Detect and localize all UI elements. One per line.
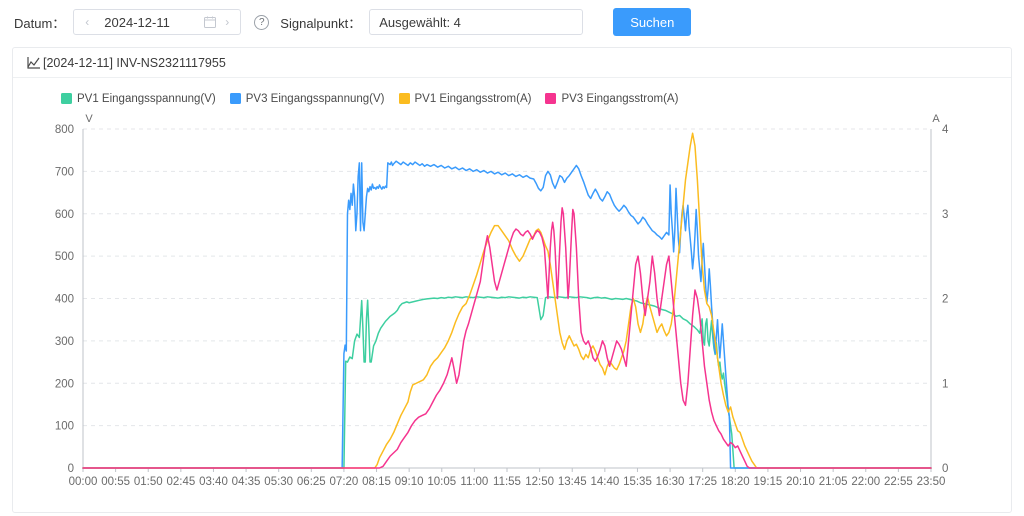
x-axis-tick-label: 06:25 [297, 476, 326, 488]
calendar-icon [204, 16, 217, 28]
x-axis-tick-label: 09:10 [395, 476, 424, 488]
date-input[interactable]: 2024-12-11 [104, 14, 170, 30]
x-axis-tick-label: 04:35 [232, 476, 261, 488]
y-axis-tick-label: 0 [68, 463, 74, 475]
x-axis-tick-label: 14:40 [590, 476, 619, 488]
legend-item-pv1-voltage[interactable]: PV1 Eingangsspannung(V) [61, 93, 216, 105]
x-axis-tick-label: 07:20 [330, 476, 359, 488]
line-chart-icon [27, 56, 41, 69]
y2-axis-tick-label: 2 [942, 294, 948, 306]
y-axis-tick-label: 300 [55, 336, 74, 348]
series-line-pv3-eingangsspannung-v[interactable] [82, 160, 932, 469]
legend-item-pv3-voltage[interactable]: PV3 Eingangsspannung(V) [229, 92, 385, 105]
x-axis-tick-label: 23:50 [917, 476, 946, 488]
y-axis-tick-label: 600 [55, 209, 74, 221]
x-axis-tick-label: 22:55 [884, 476, 913, 488]
x-axis-tick-label: 18:20 [721, 476, 750, 488]
legend-swatch [61, 93, 72, 104]
date-label: Datum： [14, 15, 66, 31]
next-day-button[interactable]: › [225, 15, 230, 29]
y2-axis-tick-label: 4 [942, 124, 949, 136]
legend-label: PV1 Eingangsstrom(A) [414, 92, 532, 105]
x-axis-tick-label: 13:45 [558, 476, 587, 488]
signal-point-select[interactable]: Ausgewählt: 4 [369, 9, 584, 35]
x-axis-tick-label: 20:10 [786, 476, 815, 488]
legend-swatch [229, 93, 241, 104]
y-axis-tick-label: 500 [55, 251, 74, 263]
date-picker[interactable]: ‹ 2024-12-11 › [73, 9, 242, 35]
legend-item-pv3-current[interactable]: PV3 Eingangsstrom(A) [545, 93, 678, 105]
x-axis-tick-label: 11:55 [493, 476, 521, 488]
search-button[interactable]: Suchen [613, 8, 692, 36]
series-line-pv1-eingangsspannung-v[interactable] [82, 296, 932, 469]
x-axis-tick-label: 08:15 [362, 476, 391, 488]
chart-svg: V A 0 100 200 300 400 500 600 700 800 0 1 2 3 4 00:00 00:… [55, 113, 949, 488]
legend-label: PV3 Eingangsstrom(A) [561, 92, 679, 105]
x-axis-tick-label: 00:55 [101, 476, 130, 488]
x-axis-tick-label: 22:00 [851, 476, 880, 488]
x-axis-tick-label: 21:05 [819, 476, 848, 488]
y-axis-tick-label: 400 [55, 294, 74, 306]
y-axis-tick-label: 800 [55, 124, 74, 136]
y-axis-unit-label: V [85, 113, 93, 125]
y2-axis-tick-label: 0 [942, 463, 948, 475]
chart-card: [2024-12-11] INV-NS2321117955 PV1 Eingan… [12, 47, 1012, 513]
prev-day-button[interactable]: ‹ [85, 15, 90, 29]
chart-plot-area[interactable]: V A 0 100 200 300 400 500 600 700 800 0 1 2 3 4 00:00 00:… [13, 108, 1011, 503]
legend-swatch [545, 93, 557, 104]
legend-label: PV3 Eingangsspannung(V) [245, 92, 385, 105]
x-axis-tick-label: 15:35 [623, 476, 652, 488]
legend-label: PV1 Eingangsspannung(V) [77, 92, 216, 105]
x-axis-tick-label: 03:40 [199, 476, 228, 488]
chart-legend: PV1 Eingangsspannung(V) PV3 Eingangsspan… [13, 78, 1011, 108]
chart-card-header: [2024-12-11] INV-NS2321117955 [13, 48, 1011, 78]
legend-swatch [398, 93, 410, 104]
x-axis-tick-label: 05:30 [264, 476, 293, 488]
x-axis-tick-label: 02:45 [166, 476, 195, 488]
legend-item-pv1-current[interactable]: PV1 Eingangsstrom(A) [398, 92, 532, 105]
y-axis-tick-label: 700 [55, 166, 74, 178]
y-axis-tick-label: 100 [55, 421, 74, 433]
x-axis-tick-label: 12:50 [525, 476, 554, 488]
chart-title: [2024-12-11] INV-NS2321117955 [43, 55, 226, 70]
y2-axis-unit-label: A [932, 113, 940, 125]
y2-axis-tick-label: 3 [942, 209, 948, 221]
series-line-pv1-eingangsstrom-a[interactable] [82, 132, 932, 469]
y2-axis-tick-label: 1 [942, 378, 948, 390]
series-line-pv3-eingangsstrom-a[interactable] [82, 207, 932, 469]
x-axis-tick-label: 11:00 [460, 476, 488, 488]
y-axis-tick-label: 200 [55, 378, 74, 390]
x-axis-tick-label: 10:05 [427, 476, 456, 488]
x-axis-tick-label: 16:30 [656, 476, 685, 488]
x-axis-tick-label: 19:15 [754, 476, 783, 488]
signal-point-label: Signalpunkt： [280, 15, 362, 31]
x-axis-tick-label: 00:00 [69, 476, 98, 488]
help-icon[interactable]: ? [254, 14, 270, 30]
filter-toolbar: Datum： ‹ 2024-12-11 › ? Signalpunkt： Aus… [0, 0, 1024, 44]
x-axis-tick-label: 01:50 [134, 476, 163, 488]
x-axis-tick-label: 17:25 [688, 476, 717, 488]
